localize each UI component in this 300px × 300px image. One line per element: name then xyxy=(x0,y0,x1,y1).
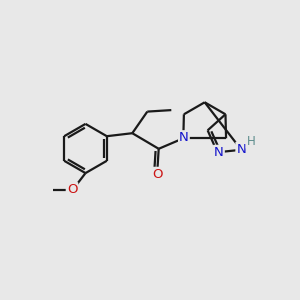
Text: H: H xyxy=(247,135,255,148)
Text: O: O xyxy=(152,168,163,181)
Text: O: O xyxy=(67,183,77,196)
Text: N: N xyxy=(236,143,246,156)
Text: N: N xyxy=(214,146,224,159)
Text: N: N xyxy=(179,131,189,144)
